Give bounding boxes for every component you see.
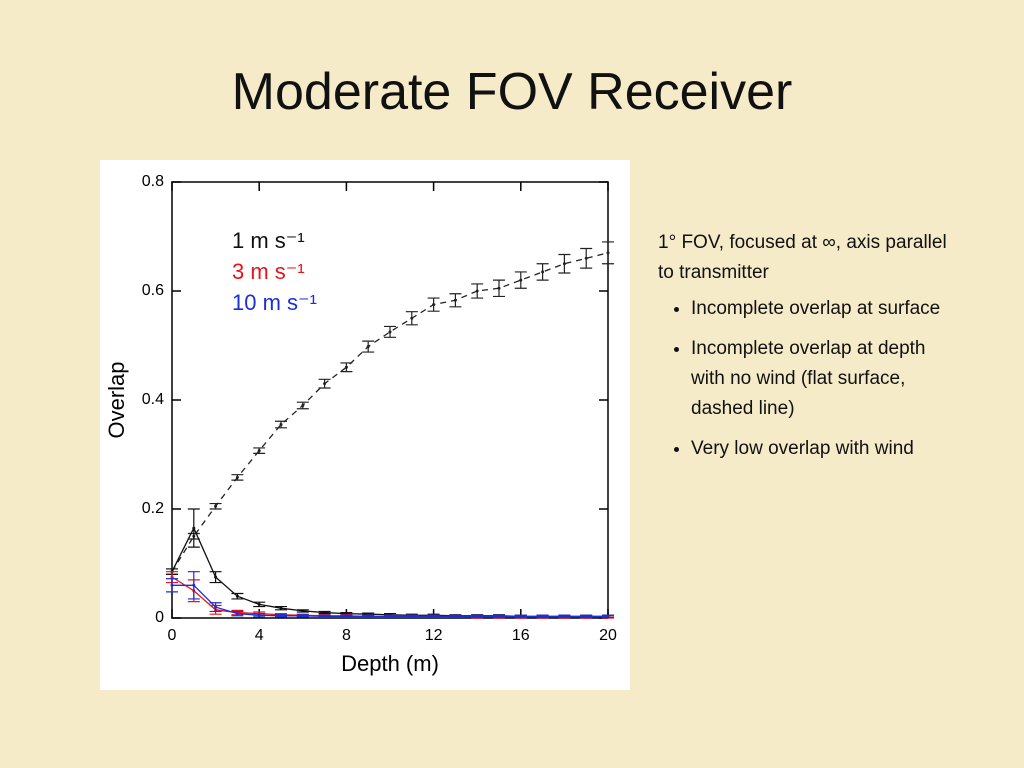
legend-entry: 1 m s⁻¹ — [232, 228, 305, 253]
data-point — [257, 613, 261, 617]
y-tick-label: 0 — [155, 609, 164, 626]
legend-entry: 3 m s⁻¹ — [232, 259, 305, 284]
data-point — [214, 575, 218, 579]
x-tick-label: 12 — [425, 627, 443, 644]
data-point — [432, 303, 436, 307]
notes: 1° FOV, focused at ∞, axis parallel to t… — [658, 228, 958, 474]
data-point — [388, 330, 392, 334]
data-point — [214, 605, 218, 609]
x-axis-label: Depth (m) — [341, 651, 439, 676]
data-point — [235, 612, 239, 616]
data-point — [475, 614, 479, 618]
data-point — [279, 614, 283, 618]
chart-background — [100, 160, 630, 690]
data-point — [541, 614, 545, 618]
data-point — [170, 575, 174, 579]
data-point — [301, 614, 305, 618]
data-point — [323, 382, 327, 386]
data-point — [475, 289, 479, 293]
x-tick-label: 16 — [512, 627, 530, 644]
data-point — [497, 614, 501, 618]
data-point — [257, 449, 261, 453]
y-tick-label: 0.2 — [142, 500, 164, 517]
data-point — [344, 365, 348, 369]
data-point — [410, 316, 414, 320]
data-point — [366, 614, 370, 618]
data-point — [323, 614, 327, 618]
notes-intro: 1° FOV, focused at ∞, axis parallel to t… — [658, 232, 947, 283]
x-tick-label: 8 — [342, 627, 351, 644]
x-tick-label: 20 — [599, 627, 617, 644]
bullet: Incomplete overlap at depth with no wind… — [691, 334, 958, 424]
data-point — [606, 614, 610, 618]
data-point — [235, 475, 239, 479]
data-point — [453, 298, 457, 302]
data-point — [584, 256, 588, 260]
y-tick-label: 0.4 — [142, 391, 164, 408]
data-point — [366, 345, 370, 349]
data-point — [170, 583, 174, 587]
bullet: Incomplete overlap at surface — [691, 294, 958, 324]
data-point — [453, 614, 457, 618]
data-point — [323, 611, 327, 615]
data-point — [584, 614, 588, 618]
chart: Depth (m) Overlap 0 0.2 0.4 0.6 0.8 0 4 8 12 16 20… — [100, 160, 630, 690]
data-point — [192, 583, 196, 587]
y-axis-label: Overlap — [104, 361, 129, 438]
x-tick-label: 4 — [255, 627, 264, 644]
data-point — [279, 606, 283, 610]
data-point — [519, 278, 523, 282]
data-point — [235, 594, 239, 598]
data-point — [541, 270, 545, 274]
data-point — [497, 286, 501, 290]
data-point — [192, 526, 196, 530]
bullet: Very low overlap with wind — [691, 434, 958, 464]
data-point — [606, 251, 610, 255]
y-tick-label: 0.6 — [142, 282, 164, 299]
bullet-list: Incomplete overlap at surface Incomplete… — [658, 294, 958, 464]
data-point — [257, 602, 261, 606]
data-point — [344, 614, 348, 618]
data-point — [519, 614, 523, 618]
data-point — [301, 609, 305, 613]
data-point — [388, 614, 392, 618]
data-point — [562, 614, 566, 618]
y-tick-label: 0.8 — [142, 173, 164, 190]
data-point — [279, 423, 283, 427]
data-point — [432, 614, 436, 618]
series-line — [171, 252, 609, 573]
slide-title: Moderate FOV Receiver — [231, 63, 793, 121]
x-tick-label: 0 — [168, 627, 177, 644]
data-point — [214, 504, 218, 508]
data-point — [410, 614, 414, 618]
data-point — [301, 403, 305, 407]
data-point — [562, 262, 566, 266]
legend-entry: 10 m s⁻¹ — [232, 290, 317, 315]
